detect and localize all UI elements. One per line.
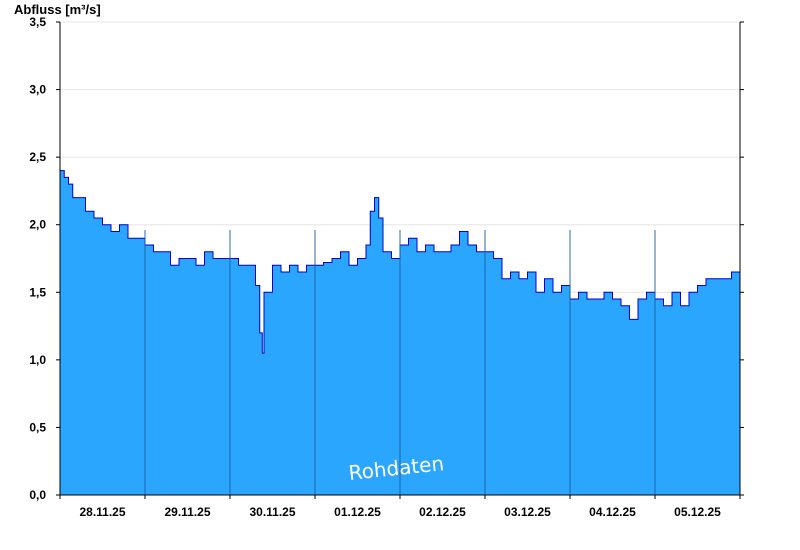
x-tick-label: 05.12.25 (674, 505, 721, 519)
day-dividers (144, 230, 656, 495)
axes (56, 21, 744, 499)
x-tick-label: 28.11.25 (79, 505, 125, 519)
y-tick-label: 3,5 (29, 15, 46, 29)
x-tick-label: 02.12.25 (419, 505, 466, 519)
x-tick-label: 04.12.25 (589, 505, 636, 519)
discharge-line (60, 170, 740, 354)
x-tick-label: 29.11.25 (164, 505, 210, 519)
y-tick-label: 1,5 (29, 285, 46, 299)
y-axis-label: Abfluss [m³/s] (14, 2, 101, 17)
x-tick-label: 03.12.25 (504, 505, 551, 519)
x-tick-labels: 28.11.25 29.11.25 30.11.25 01.12.25 02.12.25… (79, 505, 721, 519)
y-tick-label: 2,0 (29, 218, 46, 232)
y-tick-label: 0,5 (29, 420, 46, 434)
y-tick-label: 3,0 (29, 83, 46, 97)
y-tick-label: 0,0 (29, 488, 46, 502)
y-tick-label: 2,5 (29, 150, 46, 164)
x-tick-label: 30.11.25 (249, 505, 295, 519)
x-tick-label: 01.12.25 (334, 505, 381, 519)
y-tick-labels: 0,0 0,5 1,0 1,5 2,0 2,5 3,0 3,5 (29, 15, 46, 502)
y-tick-label: 1,0 (29, 353, 46, 367)
